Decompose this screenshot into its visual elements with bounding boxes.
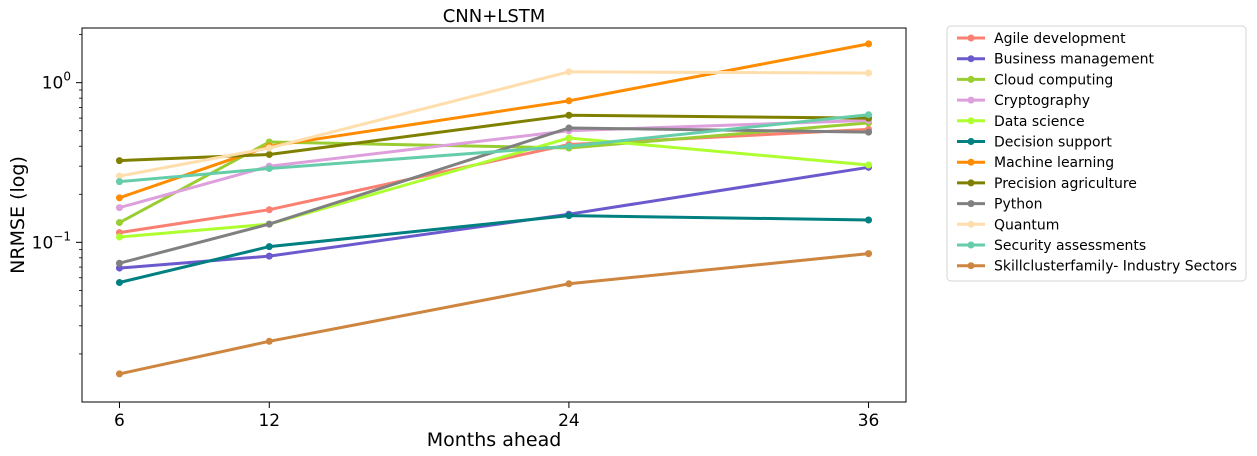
data-point <box>265 337 273 345</box>
legend-box <box>946 25 1247 282</box>
legend-item: Python <box>957 197 1043 213</box>
x-axis-label: Months ahead <box>427 429 562 451</box>
data-point <box>115 279 123 287</box>
series-line <box>119 214 869 284</box>
series-line <box>118 121 869 224</box>
y-axis-label: NRMSE (log) <box>7 156 29 274</box>
data-point <box>565 68 573 76</box>
y-tick-label: 10−1 <box>32 229 71 253</box>
data-point <box>865 128 873 136</box>
series-line <box>119 113 869 163</box>
x-tick-label: 24 <box>558 411 580 431</box>
legend-marker <box>967 34 975 42</box>
data-point <box>265 243 273 251</box>
legend: Agile development Business management Clou… <box>946 25 1247 282</box>
legend-marker <box>967 262 975 270</box>
data-point <box>565 111 573 119</box>
data-point <box>565 97 573 105</box>
series-line <box>119 118 869 210</box>
data-point <box>565 124 573 132</box>
legend-marker <box>967 179 975 187</box>
data-point <box>265 220 273 228</box>
data-point <box>865 161 873 169</box>
data-point <box>265 252 273 260</box>
legend-marker <box>967 96 975 104</box>
x-tick-label: 12 <box>258 411 280 431</box>
series-decision-support <box>115 212 873 287</box>
series-line <box>119 113 869 184</box>
data-point <box>865 216 873 224</box>
legend-item: Security assessments <box>957 238 1146 254</box>
legend-marker <box>967 55 975 63</box>
axis-ticks: 6 12 24 36 100 10−1 <box>32 34 880 431</box>
data-point <box>115 259 123 267</box>
legend-item: Machine learning <box>957 155 1114 171</box>
data-point <box>115 264 123 272</box>
legend-label: Agile development <box>994 31 1126 47</box>
data-point <box>115 178 123 186</box>
data-point <box>115 194 123 202</box>
legend-item: Skillclusterfamily- Industry Sectors <box>957 259 1237 275</box>
legend-marker <box>967 158 975 166</box>
data-point <box>565 280 573 288</box>
series-layer <box>115 40 873 378</box>
data-point <box>865 250 873 258</box>
data-point <box>115 172 123 180</box>
series-line <box>119 136 869 239</box>
plot-area <box>81 27 907 403</box>
legend-marker <box>967 241 975 249</box>
legend-marker <box>967 200 975 208</box>
series-line <box>119 70 869 178</box>
legend-item: Decision support <box>957 135 1112 151</box>
legend-label: Cryptography <box>994 93 1090 109</box>
legend-item: Cloud computing <box>957 72 1113 88</box>
x-tick-label: 6 <box>114 411 125 431</box>
series-line <box>119 165 869 270</box>
legend-marker <box>967 75 975 83</box>
legend-label: Machine learning <box>994 155 1114 171</box>
data-point <box>265 150 273 158</box>
legend-label: Skillclusterfamily- Industry Sectors <box>994 259 1237 275</box>
series-quantum <box>115 68 873 180</box>
data-point <box>115 157 123 165</box>
legend-item: Business management <box>957 52 1154 68</box>
legend-label: Business management <box>994 52 1154 68</box>
legend-label: Cloud computing <box>994 72 1113 88</box>
chart-title: CNN+LSTM <box>443 6 546 27</box>
series-security-assessments <box>115 111 873 186</box>
data-point <box>265 165 273 173</box>
data-point <box>865 69 873 77</box>
series-skillclusterfamily-industry-sectors <box>115 250 873 378</box>
legend-item: Quantum <box>957 217 1059 233</box>
legend-label: Quantum <box>994 217 1059 233</box>
legend-label: Data science <box>994 114 1085 130</box>
data-point <box>115 219 123 227</box>
data-point <box>115 204 123 212</box>
legend-item: Precision agriculture <box>957 176 1137 192</box>
data-point <box>565 212 573 220</box>
legend-marker <box>967 220 975 228</box>
legend-label: Security assessments <box>994 238 1146 254</box>
legend-item: Agile development <box>957 31 1126 47</box>
legend-label: Python <box>994 197 1043 213</box>
x-tick-label: 36 <box>858 411 880 431</box>
data-point <box>865 40 873 48</box>
legend-marker <box>967 138 975 145</box>
data-point <box>865 111 873 119</box>
series-line <box>119 252 869 376</box>
data-point <box>265 144 273 152</box>
legend-marker <box>967 117 975 125</box>
y-tick-label: 100 <box>42 70 71 94</box>
legend-label: Decision support <box>994 135 1112 151</box>
data-point <box>265 206 273 214</box>
legend-item: Cryptography <box>957 93 1090 109</box>
data-point <box>565 142 573 150</box>
data-point <box>115 370 123 378</box>
legend-item: Data science <box>957 114 1085 130</box>
legend-label: Precision agriculture <box>994 176 1137 192</box>
data-point <box>115 233 123 241</box>
data-point <box>565 134 573 142</box>
